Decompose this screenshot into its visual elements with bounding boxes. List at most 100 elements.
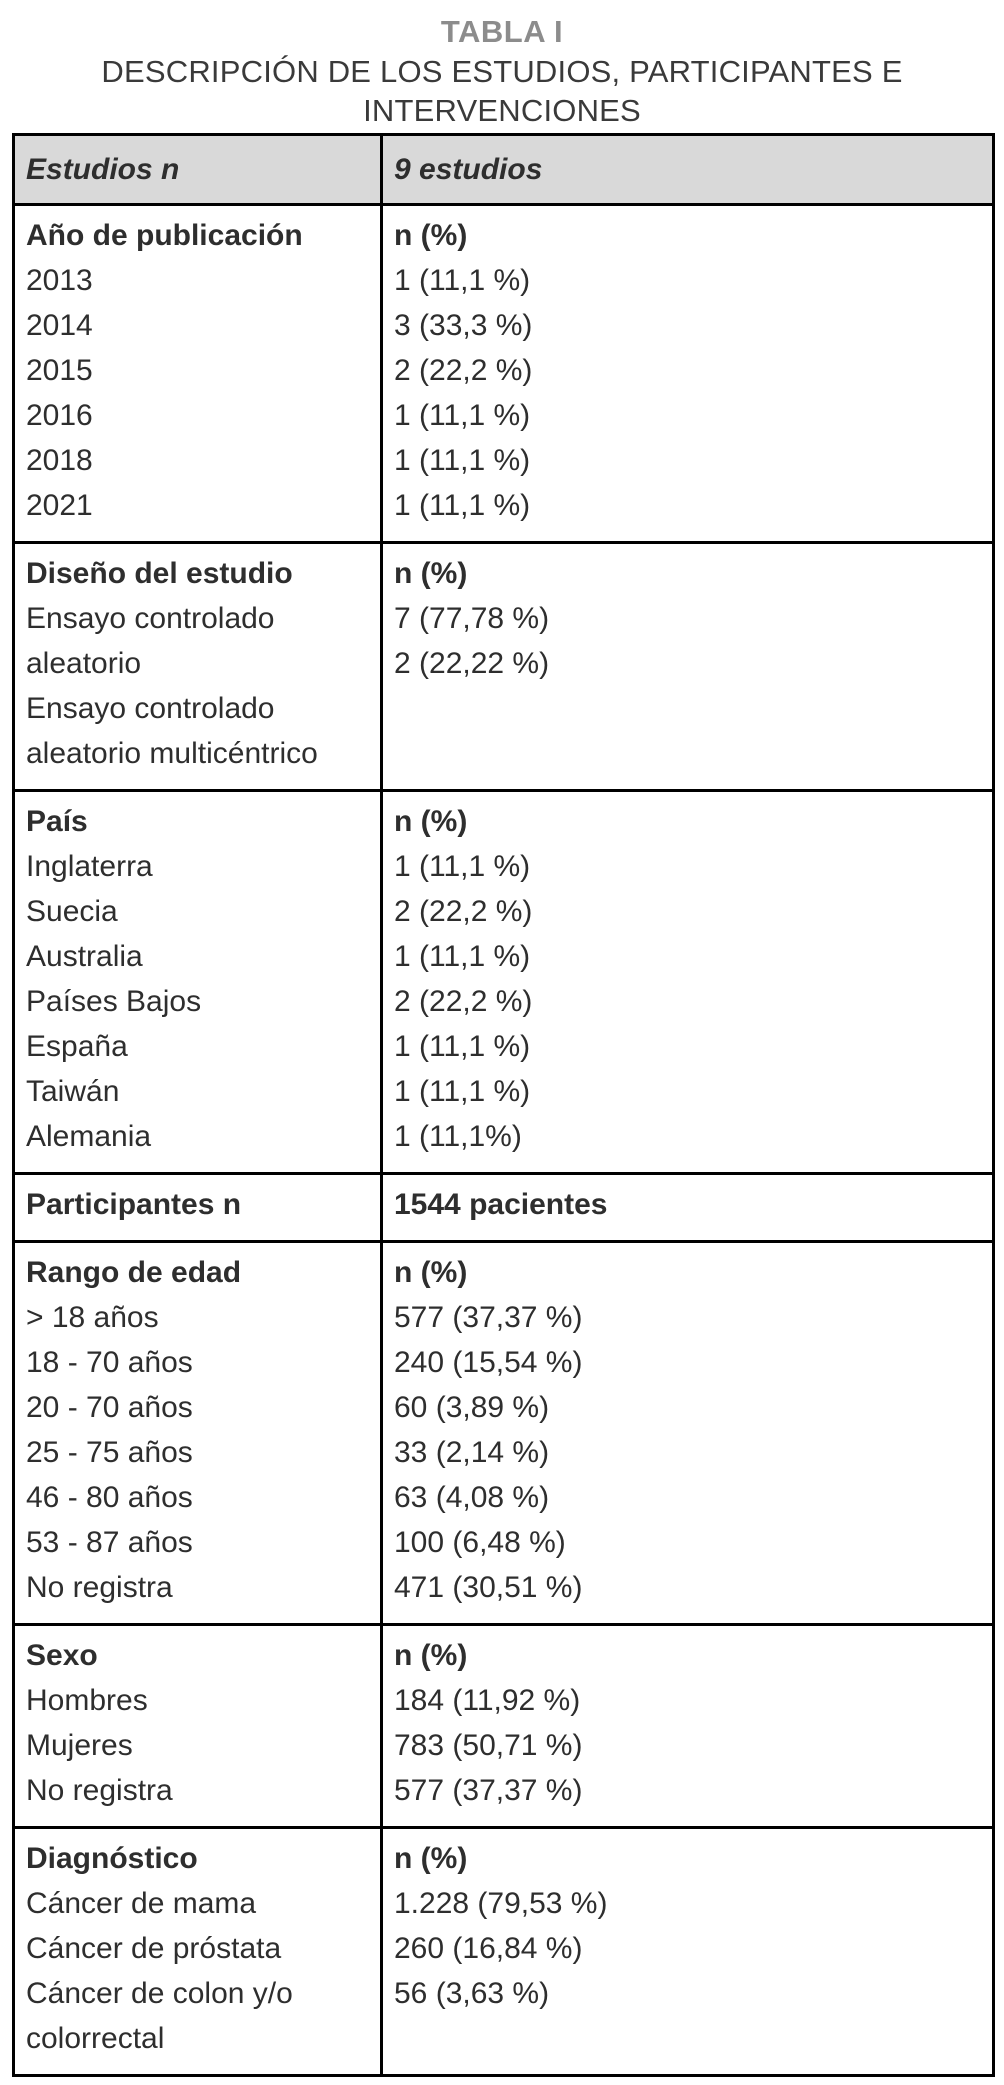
table-subtitle-line-1: DESCRIPCIÓN DE LOS ESTUDIOS, PARTICIPANT… bbox=[101, 54, 903, 89]
attribute-header: Participantes n bbox=[26, 1188, 242, 1221]
value-cell: n (%) 577 (37,37 %) 240 (15,54 %) 60 (3,89… bbox=[380, 1240, 995, 1626]
value-cell: 1544 pacientes bbox=[380, 1172, 995, 1243]
value-cell: n (%) 1 (11,1 %) 2 (22,2 %) 1 (11,1 %) 2 (2… bbox=[380, 789, 995, 1175]
attribute-lines: Ensayo controlado aleatorio Ensayo contro… bbox=[26, 596, 369, 776]
value-line: 1 (11,1 %) bbox=[394, 1030, 531, 1063]
value-line: 1 (11,1 %) bbox=[394, 399, 531, 432]
attribute-line: Australia bbox=[26, 940, 143, 973]
attribute-line: 2021 bbox=[26, 489, 93, 522]
value-line: 1 (11,1 %) bbox=[394, 940, 531, 973]
attribute-line: Mujeres bbox=[26, 1729, 133, 1762]
value-line: 2 (22,2 %) bbox=[394, 985, 533, 1018]
value-lines: 1.228 (79,53 %) 260 (16,84 %) 56 (3,63 %) bbox=[394, 1881, 981, 2016]
value-header: n (%) bbox=[394, 1842, 468, 1875]
value-line: 7 (77,78 %) bbox=[394, 602, 550, 635]
attribute-line: 2018 bbox=[26, 444, 93, 477]
attribute-line: 53 - 87 años bbox=[26, 1526, 193, 1559]
attribute-lines: Inglaterra Suecia Australia Países Bajos Esp… bbox=[26, 844, 369, 1159]
attribute-header: Sexo bbox=[26, 1639, 98, 1672]
attribute-cell: País Inglaterra Suecia Australia Países Baj… bbox=[12, 789, 383, 1175]
attribute-line: 2013 bbox=[26, 264, 93, 297]
value-line: 471 (30,51 %) bbox=[394, 1571, 583, 1604]
section-diagnosis: Diagnóstico Cáncer de mama Cáncer de prós… bbox=[12, 1826, 995, 2077]
attribute-line: Alemania bbox=[26, 1120, 152, 1153]
attribute-lines: Hombres Mujeres No registra bbox=[26, 1678, 369, 1813]
value-line: 2 (22,2 %) bbox=[394, 354, 533, 387]
attribute-line: Ensayo controlado aleatorio bbox=[26, 602, 275, 680]
section-study-design: Diseño del estudio Ensayo controlado ale… bbox=[12, 541, 995, 792]
attribute-line: 25 - 75 años bbox=[26, 1436, 193, 1469]
attribute-line: Taiwán bbox=[26, 1075, 120, 1108]
value-line: 577 (37,37 %) bbox=[394, 1774, 583, 1807]
value-line: 1 (11,1 %) bbox=[394, 444, 531, 477]
value-line: 56 (3,63 %) bbox=[394, 1977, 550, 2010]
value-line: 1 (11,1 %) bbox=[394, 850, 531, 883]
attribute-header: Diseño del estudio bbox=[26, 557, 293, 590]
table-header-row: Estudios n 9 estudios bbox=[12, 133, 995, 206]
value-header: 1544 pacientes bbox=[394, 1188, 608, 1221]
value-lines: 7 (77,78 %) 2 (22,22 %) bbox=[394, 596, 981, 686]
attribute-line: Cáncer de próstata bbox=[26, 1932, 282, 1965]
attribute-header: País bbox=[26, 805, 88, 838]
attribute-cell: Diseño del estudio Ensayo controlado ale… bbox=[12, 541, 383, 792]
attribute-line: 46 - 80 años bbox=[26, 1481, 193, 1514]
attribute-line: Cáncer de colon y/o colorrectal bbox=[26, 1977, 293, 2055]
value-line: 1 (11,1 %) bbox=[394, 489, 531, 522]
attribute-line: No registra bbox=[26, 1774, 173, 1807]
attribute-line: 2015 bbox=[26, 354, 93, 387]
header-cell-estudios: Estudios n bbox=[12, 133, 383, 206]
value-line: 100 (6,48 %) bbox=[394, 1526, 566, 1559]
attribute-lines: Cáncer de mama Cáncer de próstata Cáncer d… bbox=[26, 1881, 369, 2061]
section-age-range: Rango de edad > 18 años 18 - 70 años 20 - … bbox=[12, 1240, 995, 1626]
value-line: 1 (11,1 %) bbox=[394, 264, 531, 297]
value-lines: 1 (11,1 %) 2 (22,2 %) 1 (11,1 %) 2 (22,2 %)… bbox=[394, 844, 981, 1159]
value-line: 1.228 (79,53 %) bbox=[394, 1887, 608, 1920]
value-cell: n (%) 184 (11,92 %) 783 (50,71 %) 577 (37,… bbox=[380, 1623, 995, 1829]
value-header: n (%) bbox=[394, 1639, 468, 1672]
attribute-line: 2016 bbox=[26, 399, 93, 432]
value-line: 3 (33,3 %) bbox=[394, 309, 533, 342]
attribute-cell: Participantes n bbox=[12, 1172, 383, 1243]
attribute-header: Año de publicación bbox=[26, 219, 303, 252]
value-lines: 184 (11,92 %) 783 (50,71 %) 577 (37,37 %) bbox=[394, 1678, 981, 1813]
attribute-line: > 18 años bbox=[26, 1301, 159, 1334]
section-sex: Sexo Hombres Mujeres No registra n (%) 184… bbox=[12, 1623, 995, 1829]
attribute-line: Inglaterra bbox=[26, 850, 153, 883]
attribute-cell: Diagnóstico Cáncer de mama Cáncer de prós… bbox=[12, 1826, 383, 2077]
header-cell-estudios-count: 9 estudios bbox=[380, 133, 995, 206]
value-header: n (%) bbox=[394, 805, 468, 838]
value-line: 184 (11,92 %) bbox=[394, 1684, 581, 1717]
value-header: n (%) bbox=[394, 1256, 468, 1289]
attribute-line: Suecia bbox=[26, 895, 118, 928]
value-lines: 577 (37,37 %) 240 (15,54 %) 60 (3,89 %) 33 … bbox=[394, 1295, 981, 1610]
value-line: 577 (37,37 %) bbox=[394, 1301, 583, 1334]
table-title: TABLA I bbox=[440, 14, 564, 49]
section-participants: Participantes n 1544 pacientes bbox=[12, 1172, 995, 1243]
value-lines: 1 (11,1 %) 3 (33,3 %) 2 (22,2 %) 1 (11,1 %)… bbox=[394, 258, 981, 528]
value-line: 240 (15,54 %) bbox=[394, 1346, 583, 1379]
attribute-lines: > 18 años 18 - 70 años 20 - 70 años 25 - 75… bbox=[26, 1295, 369, 1610]
value-line: 60 (3,89 %) bbox=[394, 1391, 550, 1424]
section-country: País Inglaterra Suecia Australia Países Baj… bbox=[12, 789, 995, 1175]
attribute-cell: Sexo Hombres Mujeres No registra bbox=[12, 1623, 383, 1829]
attribute-lines: 2013 2014 2015 2016 2018 2021 bbox=[26, 258, 369, 528]
value-cell: n (%) 1.228 (79,53 %) 260 (16,84 %) 56 (3,… bbox=[380, 1826, 995, 2077]
study-description-table: Estudios n 9 estudios Año de publicación… bbox=[12, 133, 995, 2077]
value-line: 2 (22,2 %) bbox=[394, 895, 533, 928]
attribute-line: España bbox=[26, 1030, 128, 1063]
value-line: 260 (16,84 %) bbox=[394, 1932, 583, 1965]
attribute-line: No registra bbox=[26, 1571, 173, 1604]
value-line: 2 (22,22 %) bbox=[394, 647, 550, 680]
value-line: 1 (11,1%) bbox=[394, 1120, 522, 1153]
value-line: 1 (11,1 %) bbox=[394, 1075, 531, 1108]
attribute-cell: Año de publicación 2013 2014 2015 2016 2018 2… bbox=[12, 203, 383, 544]
value-cell: n (%) 7 (77,78 %) 2 (22,22 %) bbox=[380, 541, 995, 792]
attribute-line: Cáncer de mama bbox=[26, 1887, 257, 1920]
attribute-header: Rango de edad bbox=[26, 1256, 242, 1289]
attribute-line: 18 - 70 años bbox=[26, 1346, 193, 1379]
attribute-cell: Rango de edad > 18 años 18 - 70 años 20 - … bbox=[12, 1240, 383, 1626]
attribute-header: Diagnóstico bbox=[26, 1842, 198, 1875]
value-header: n (%) bbox=[394, 219, 468, 252]
value-line: 33 (2,14 %) bbox=[394, 1436, 550, 1469]
attribute-line: Países Bajos bbox=[26, 985, 202, 1018]
